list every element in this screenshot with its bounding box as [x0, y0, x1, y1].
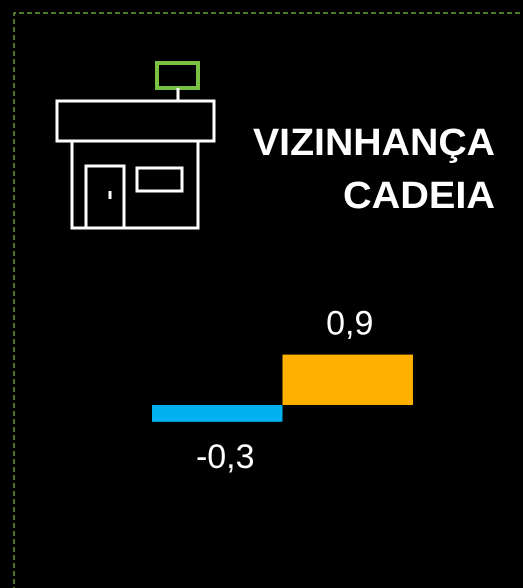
chart-title-line: VIZINHANÇA	[253, 122, 495, 164]
dashed-border	[13, 12, 523, 588]
store-door	[84, 164, 126, 228]
chart-title-line: CADEIA	[343, 175, 495, 217]
store-window	[135, 166, 184, 193]
value-label: -0,3	[196, 438, 255, 476]
bar	[152, 405, 283, 422]
store-body	[70, 141, 200, 230]
store-icon	[55, 61, 216, 230]
store-roof	[55, 99, 216, 143]
value-label: 0,9	[326, 305, 373, 343]
bar	[282, 354, 413, 405]
